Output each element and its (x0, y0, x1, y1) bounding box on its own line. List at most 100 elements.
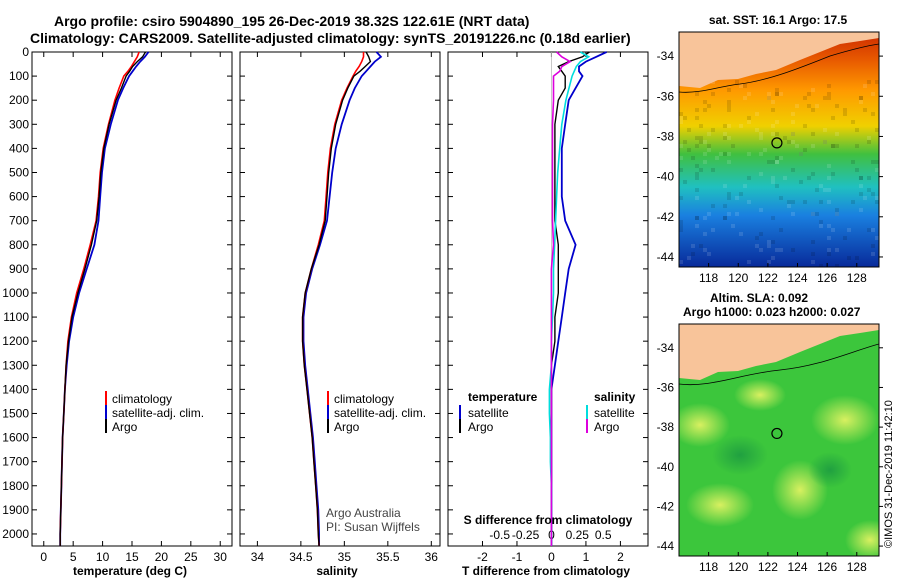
x-tick-label: 36 (425, 550, 439, 564)
lat-tick-label: -40 (657, 170, 675, 184)
y-tick-label: 1300 (2, 358, 29, 372)
sst-pixel (855, 144, 859, 148)
sst-pixel (775, 160, 779, 164)
sst-pixel (771, 108, 775, 112)
sst-pixel (739, 124, 743, 128)
sst-pixel (687, 128, 691, 132)
sst-pixel (735, 212, 739, 216)
sst-pixel (831, 144, 835, 148)
sst-pixel (875, 168, 879, 172)
sst-pixel (827, 188, 831, 192)
sst-pixel (767, 244, 771, 248)
sst-pixel (703, 216, 707, 220)
sst-pixel (695, 116, 699, 120)
sst-pixel (739, 192, 743, 196)
sst-pixel (775, 120, 779, 124)
sst-pixel (679, 260, 683, 264)
sst-pixel (811, 108, 815, 112)
argo-float-marker (771, 137, 783, 149)
sla-anomaly (712, 435, 768, 475)
sst-pixel (727, 124, 731, 128)
sst-pixel (695, 144, 699, 148)
sst-pixel (743, 84, 747, 88)
sst-pixel (723, 216, 727, 220)
sst-pixel (827, 96, 831, 100)
x2-tick-label: -0.25 (512, 528, 540, 542)
lon-tick-label: 122 (758, 560, 778, 574)
sst-pixel (747, 152, 751, 156)
sla-anomaly (686, 483, 754, 527)
sst-pixel (863, 108, 867, 112)
sst-pixel (855, 128, 859, 132)
legend-s-argo-label: Argo (594, 420, 620, 434)
sst-pixel (823, 140, 827, 144)
sst-pixel (747, 92, 751, 96)
temperature-axes (31, 51, 233, 547)
sst-pixel (827, 176, 831, 180)
sla-anomaly (808, 452, 852, 488)
sst-pixel (795, 144, 799, 148)
legend-s-satellite-label: satellite (594, 406, 635, 420)
sst-pixel (847, 228, 851, 232)
sst-pixel (739, 84, 743, 88)
x-tick-label: 30 (214, 550, 228, 564)
sst-pixel (859, 176, 863, 180)
sst-pixel (811, 172, 815, 176)
sst-pixel (747, 260, 751, 264)
difference-axes (447, 51, 649, 547)
sst-map: sat. SST: 16.1 Argo: 17.5 -34 -36 -38 -40 -4… (657, 13, 883, 285)
sst-pixel (799, 180, 803, 184)
sst-pixel (755, 236, 759, 240)
sst-pixel (875, 128, 879, 132)
legend-argo-label: Argo (112, 420, 138, 434)
salinity-xlabel: salinity (316, 564, 358, 578)
x-tick-label: 5 (70, 550, 77, 564)
sst-pixel (711, 92, 715, 96)
isobath-contour (679, 43, 879, 93)
sst-pixel (727, 108, 731, 112)
sst-pixel (699, 168, 703, 172)
sst-pixel (779, 92, 783, 96)
sst-pixel (695, 224, 699, 228)
sst-pixel (699, 136, 703, 140)
land-australia (679, 324, 879, 380)
sst-pixel (771, 132, 775, 136)
x-tick-label: 34 (251, 550, 265, 564)
sst-pixel (695, 216, 699, 220)
sst-pixel (715, 156, 719, 160)
sst-pixel (871, 160, 875, 164)
legend-t-satellite-label: satellite (468, 406, 509, 420)
sst-pixel (795, 104, 799, 108)
sst-pixel (859, 184, 863, 188)
s-difference-xlabel: S difference from climatology (464, 513, 633, 527)
sst-pixel (719, 152, 723, 156)
series-line-satellite-adj-clim (302, 51, 383, 546)
sst-pixel (771, 240, 775, 244)
credit-line-2: PI: Susan Wijffels (326, 520, 420, 534)
sst-pixel (699, 124, 703, 128)
sst-pixel (727, 104, 731, 108)
sst-pixel (859, 192, 863, 196)
sst-pixel (803, 200, 807, 204)
y-tick-label: 1500 (2, 406, 29, 420)
lat-tick-label: -36 (657, 380, 675, 394)
sst-pixel (727, 196, 731, 200)
sst-pixel (691, 252, 695, 256)
sst-pixel (727, 88, 731, 92)
sst-pixel (831, 228, 835, 232)
sst-pixel (687, 148, 691, 152)
sst-pixel (823, 140, 827, 144)
legend-t-argo-label: Argo (468, 420, 494, 434)
y-tick-label: 500 (9, 165, 29, 179)
sst-pixel (819, 220, 823, 224)
sst-pixel (811, 212, 815, 216)
legend-climatology-label: climatology (112, 392, 172, 406)
sst-pixel (727, 212, 731, 216)
y-tick-label: 100 (9, 69, 29, 83)
sst-pixel (867, 80, 871, 84)
sst-pixel (875, 200, 879, 204)
sst-pixel (855, 168, 859, 172)
sst-pixel (787, 200, 791, 204)
sst-pixel (723, 136, 727, 140)
sst-pixel (683, 140, 687, 144)
